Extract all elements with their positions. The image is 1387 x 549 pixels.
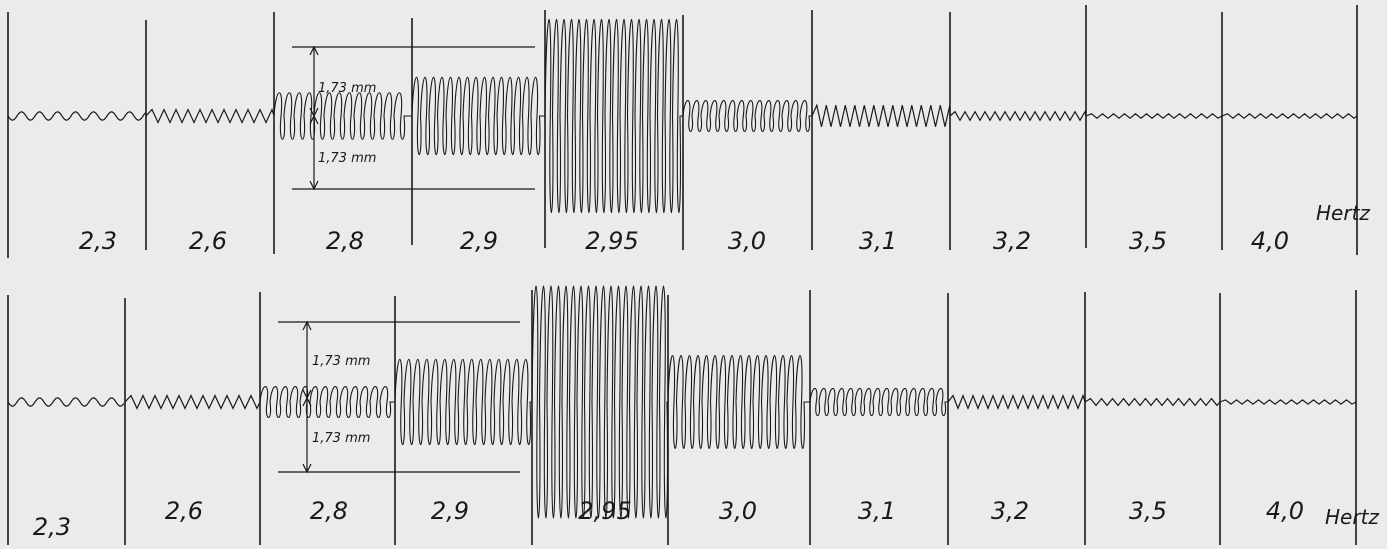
frequency-label: 3,0 xyxy=(719,497,757,525)
frequency-label: 3,2 xyxy=(991,497,1029,525)
waveform-trace xyxy=(145,107,275,124)
waveform-trace xyxy=(411,77,545,155)
frequency-label: 3,1 xyxy=(859,227,897,255)
dimension-arrowhead xyxy=(302,463,312,474)
frequency-label: 2,95 xyxy=(585,227,638,255)
waveform-trace xyxy=(949,110,1087,122)
amplitude-dimension-label: 1,73 mm xyxy=(318,81,376,96)
frequency-label: 2,3 xyxy=(79,227,117,255)
waveform-trace xyxy=(809,387,948,417)
frequency-label: 3,2 xyxy=(993,227,1031,255)
dimension-arrowhead xyxy=(309,180,319,191)
frequency-label: 3,5 xyxy=(1129,497,1167,525)
waveform-trace xyxy=(1085,113,1223,119)
amplitude-dimension-label: 1,73 mm xyxy=(318,151,376,166)
amplitude-dimension-label: 1,73 mm xyxy=(312,431,370,446)
unit-label: Hertz xyxy=(1316,201,1370,225)
waveform-trace xyxy=(259,385,395,419)
waveform-trace xyxy=(273,92,412,140)
panel-top: 2,3 2,6 2,8 2,9 2,95 3,0 3,1 3,2 3,5 4,0 Hertz 1,73… xyxy=(7,5,1370,258)
frequency-label: 2,3 xyxy=(33,513,71,541)
frequency-label: 2,6 xyxy=(165,497,203,525)
waveform-trace xyxy=(124,394,261,410)
waveform-trace xyxy=(1084,397,1221,407)
frequency-label: 2,8 xyxy=(310,497,348,525)
frequency-label: 2,9 xyxy=(460,227,498,255)
waveform-trace xyxy=(811,103,951,127)
unit-label: Hertz xyxy=(1325,505,1379,529)
waveform-trace xyxy=(667,355,810,449)
waveform-trace xyxy=(1221,113,1358,119)
waveform-trace xyxy=(7,111,147,121)
waveform-trace xyxy=(531,285,669,519)
waveform-trace xyxy=(544,19,683,213)
frequency-label: 3,1 xyxy=(858,497,896,525)
waveform-trace xyxy=(394,359,532,446)
panel-bottom: 2,3 2,6 2,8 2,9 2,95 3,0 3,1 3,2 3,5 4,0 Hertz 1,73… xyxy=(7,285,1379,545)
frequency-label: 4,0 xyxy=(1251,227,1289,255)
waveform-trace xyxy=(682,100,812,132)
frequency-label: 2,8 xyxy=(326,227,364,255)
frequency-label: 2,95 xyxy=(578,497,631,525)
frequency-label: 4,0 xyxy=(1266,497,1304,525)
dimension-arrowhead xyxy=(302,396,312,407)
frequency-label: 3,0 xyxy=(728,227,766,255)
dimension-arrowhead xyxy=(302,320,312,331)
frequency-label: 3,5 xyxy=(1129,227,1167,255)
waveform-trace xyxy=(1219,399,1357,405)
dimension-arrowhead xyxy=(309,114,319,125)
frequency-label: 2,6 xyxy=(189,227,227,255)
waveform-trace xyxy=(947,393,1086,411)
dimension-arrowhead xyxy=(309,45,319,56)
waveform-trace xyxy=(7,397,125,407)
amplitude-dimension-label: 1,73 mm xyxy=(312,354,370,369)
frequency-label: 2,9 xyxy=(431,497,469,525)
